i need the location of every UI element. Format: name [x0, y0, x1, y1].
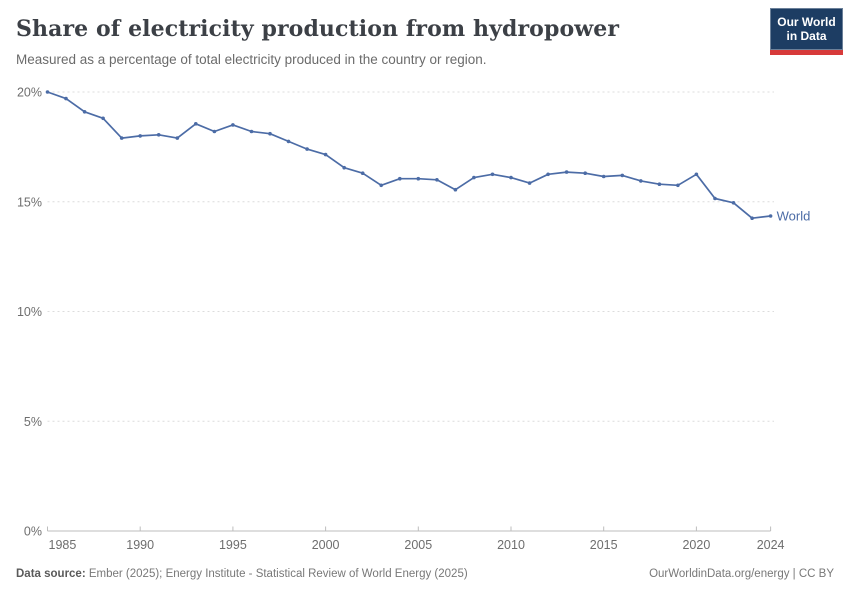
data-point: [583, 171, 587, 175]
x-tick-label: 2000: [312, 538, 340, 552]
data-point: [416, 176, 421, 181]
owid-logo-text: Our World in Data: [770, 8, 843, 50]
world-line[interactable]: [46, 91, 772, 220]
y-tick-label: 5%: [24, 415, 42, 429]
owid-logo[interactable]: Our World in Data: [770, 8, 843, 55]
x-tick-label: 2005: [404, 538, 432, 552]
data-point: [768, 214, 773, 218]
data-point: [639, 179, 643, 183]
data-point: [731, 201, 736, 205]
x-tick-label: 1985: [49, 538, 77, 552]
data-point: [490, 172, 495, 177]
data-point: [305, 147, 309, 151]
owid-credit-link[interactable]: OurWorldinData.org/energy | CC BY: [649, 568, 834, 580]
data-point: [509, 175, 513, 180]
data-point: [750, 216, 754, 220]
x-tick-label: 2020: [682, 538, 710, 552]
data-point: [564, 170, 569, 174]
data-point: [342, 165, 347, 170]
data-point: [82, 110, 87, 114]
owid-logo-line1: Our World: [777, 15, 836, 29]
owid-logo-line2: in Data: [786, 29, 827, 43]
data-point: [64, 96, 68, 101]
data-point: [249, 129, 254, 134]
x-tick-label: 2010: [497, 538, 525, 552]
data-point: [398, 176, 402, 181]
data-point: [175, 136, 180, 140]
data-source-note: Data source: Ember (2025); Energy Instit…: [16, 568, 468, 580]
x-tick-label: 2024: [757, 538, 785, 552]
y-tick-label: 15%: [17, 195, 42, 209]
data-point: [231, 123, 235, 127]
page-title: Share of electricity production from hyd…: [16, 16, 620, 42]
data-point: [138, 134, 142, 138]
data-point: [268, 131, 272, 136]
data-point: [360, 171, 365, 175]
data-point: [194, 122, 198, 126]
data-point: [620, 173, 625, 178]
data-point: [156, 133, 161, 137]
data-point: [694, 172, 699, 177]
data-point: [546, 172, 550, 177]
data-point: [286, 139, 291, 144]
y-tick-label: 20%: [17, 86, 42, 100]
data-point: [472, 175, 476, 180]
data-point: [119, 136, 124, 140]
data-point: [453, 187, 458, 192]
data-point: [212, 129, 217, 134]
chart-footer: Data source: Ember (2025); Energy Instit…: [16, 568, 834, 580]
x-tick-label: 1995: [219, 538, 247, 552]
page-subtitle: Measured as a percentage of total electr…: [16, 52, 487, 67]
x-tick-label: 2015: [590, 538, 618, 552]
data-point: [435, 178, 439, 182]
data-point: [323, 152, 328, 157]
series-label-world[interactable]: World: [777, 209, 811, 224]
data-source-text: Ember (2025); Energy Institute - Statist…: [85, 568, 468, 580]
data-point: [101, 116, 105, 121]
y-tick-label: 10%: [17, 305, 42, 319]
data-point: [601, 174, 606, 179]
data-point: [527, 181, 532, 185]
data-point: [379, 183, 384, 188]
owid-logo-red-bar: [770, 50, 843, 55]
data-source-label: Data source:: [16, 568, 86, 580]
data-point: [45, 90, 50, 94]
data-point: [657, 182, 662, 186]
data-point: [713, 196, 717, 201]
x-tick-label: 1990: [126, 538, 154, 552]
y-tick-label: 0%: [24, 525, 42, 539]
data-point: [676, 183, 680, 188]
